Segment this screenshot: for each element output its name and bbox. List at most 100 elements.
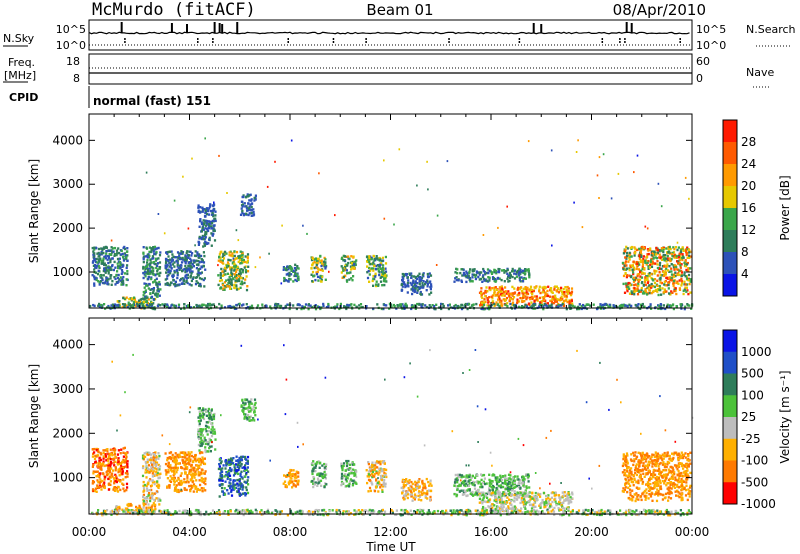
data-cell	[140, 297, 143, 301]
data-cell	[224, 480, 227, 483]
data-cell	[669, 276, 672, 279]
data-cell	[679, 266, 682, 269]
data-cell	[229, 287, 232, 290]
data-cell	[559, 289, 562, 292]
data-cell	[383, 217, 386, 220]
data-cell	[237, 484, 240, 487]
data-cell	[99, 478, 102, 481]
data-cell	[121, 472, 124, 475]
data-cell	[155, 468, 158, 471]
data-cell	[213, 229, 216, 232]
data-cell	[659, 257, 662, 260]
data-cell	[312, 469, 315, 473]
data-cell	[149, 272, 152, 275]
data-cell	[312, 482, 315, 485]
data-cell	[107, 455, 111, 459]
data-cell	[228, 253, 231, 257]
data-cell	[689, 278, 692, 281]
data-cell	[166, 458, 169, 462]
data-cell	[141, 474, 145, 478]
data-cell	[205, 421, 208, 424]
data-cell	[155, 456, 158, 459]
data-cell	[137, 299, 141, 302]
data-cell	[156, 289, 159, 292]
data-cell	[144, 266, 147, 269]
data-cell	[629, 284, 632, 287]
data-cell	[312, 257, 315, 260]
data-cell	[207, 307, 210, 310]
data-cell	[92, 470, 95, 473]
data-cell	[198, 474, 201, 477]
data-cell	[585, 303, 588, 306]
data-cell	[519, 296, 522, 300]
data-cell	[174, 464, 177, 468]
data-cell	[311, 479, 314, 483]
data-cell	[131, 303, 134, 307]
data-cell	[153, 505, 157, 508]
data-cell	[621, 261, 624, 265]
data-cell	[297, 471, 300, 475]
data-cell	[632, 272, 635, 276]
data-cell	[209, 220, 212, 223]
data-cell	[469, 278, 472, 281]
data-cell	[685, 286, 688, 289]
data-cell	[380, 307, 383, 311]
data-cell	[344, 264, 347, 267]
panel-frame	[88, 113, 693, 309]
data-cell	[410, 304, 413, 307]
data-cell	[122, 296, 125, 300]
data-cell	[288, 272, 291, 275]
data-cell	[469, 268, 472, 271]
data-cell	[544, 291, 547, 294]
data-cell	[221, 270, 224, 273]
data-cell	[94, 487, 97, 490]
data-cell	[653, 253, 656, 256]
data-cell	[287, 268, 290, 271]
data-cell	[481, 275, 484, 279]
data-cell	[104, 476, 107, 479]
data-cell	[480, 287, 483, 290]
data-cell	[110, 283, 113, 286]
data-cell	[187, 255, 190, 259]
data-cell	[498, 286, 501, 289]
data-cell	[683, 261, 686, 265]
data-cell	[658, 304, 661, 307]
data-cell	[198, 449, 201, 452]
data-cell	[562, 287, 565, 291]
data-cell	[684, 265, 688, 268]
data-cell	[431, 304, 434, 307]
data-cell	[418, 282, 421, 285]
data-cell	[184, 456, 187, 459]
data-cell	[235, 459, 238, 462]
data-cell	[410, 305, 414, 309]
data-cell	[173, 472, 176, 476]
data-cell	[152, 466, 155, 470]
data-cell	[148, 479, 151, 482]
data-cell	[204, 442, 207, 446]
data-cell	[238, 258, 242, 262]
data-cell	[220, 304, 223, 307]
data-cell	[382, 264, 385, 267]
data-cell	[142, 487, 146, 490]
data-cell	[269, 305, 272, 308]
data-cell	[622, 267, 625, 271]
data-cell	[198, 479, 201, 482]
data-cell	[201, 489, 204, 493]
data-cell	[292, 304, 295, 307]
data-cell	[460, 279, 463, 282]
data-cell	[372, 255, 375, 258]
data-cell	[239, 271, 242, 274]
data-cell	[212, 415, 216, 418]
data-cell	[121, 252, 124, 256]
data-cell	[296, 481, 299, 485]
data-cell	[101, 261, 105, 265]
data-cell	[648, 291, 651, 295]
data-cell	[198, 235, 201, 239]
data-cell	[283, 279, 286, 283]
data-cell	[319, 472, 322, 475]
data-cell	[142, 300, 145, 304]
data-cell	[321, 269, 324, 272]
data-cell	[211, 416, 214, 419]
data-cell	[182, 175, 184, 178]
data-cell	[166, 277, 169, 280]
